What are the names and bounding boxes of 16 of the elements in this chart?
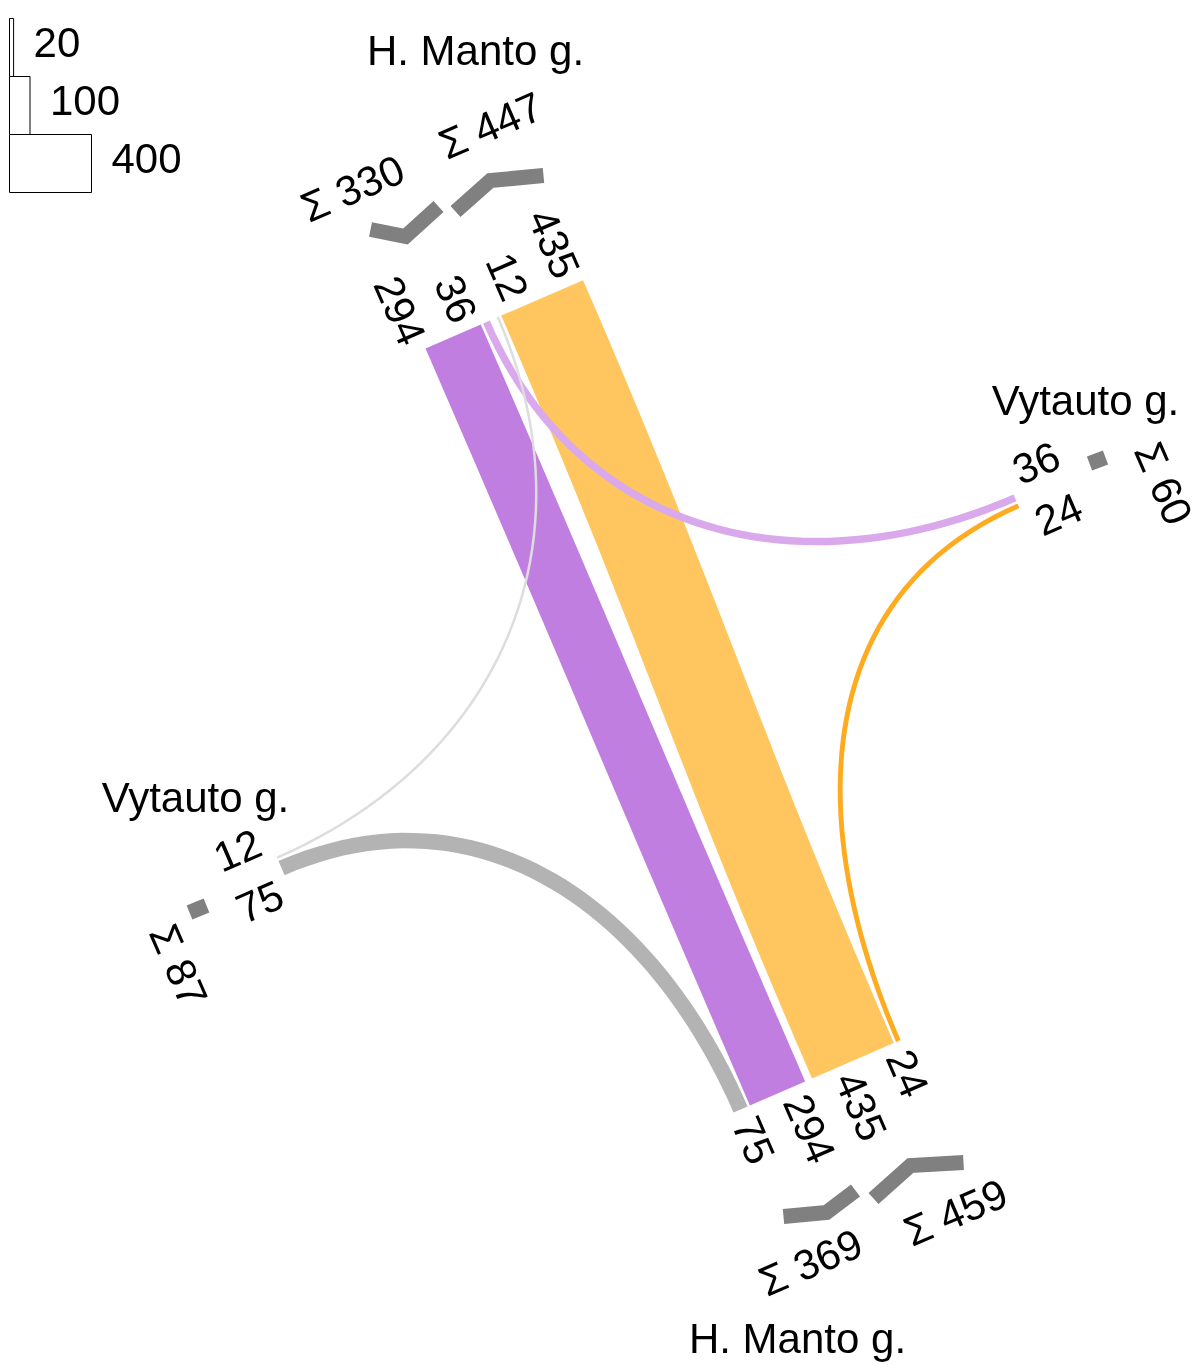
category-label: H. Manto g. [366, 27, 585, 74]
text: Σ 330 [293, 145, 412, 232]
text: Σ 87 [140, 917, 217, 1014]
text: Σ 60 [1125, 435, 1202, 532]
category-label: H. Manto g. [688, 1315, 907, 1362]
text: Σ 447 [431, 82, 550, 169]
category-label: Vytauto g. [101, 774, 290, 821]
text: Σ 369 [751, 1219, 870, 1306]
data-label: 100 [50, 77, 121, 124]
data-label: 75 [229, 870, 291, 933]
text: Σ 459 [896, 1169, 1015, 1256]
data-label: 400 [111, 135, 182, 182]
data-label: 20 [33, 19, 81, 66]
category-label: Vytauto g. [991, 377, 1180, 424]
data-label: 24 [876, 1042, 939, 1105]
data-label: 75 [722, 1109, 785, 1171]
